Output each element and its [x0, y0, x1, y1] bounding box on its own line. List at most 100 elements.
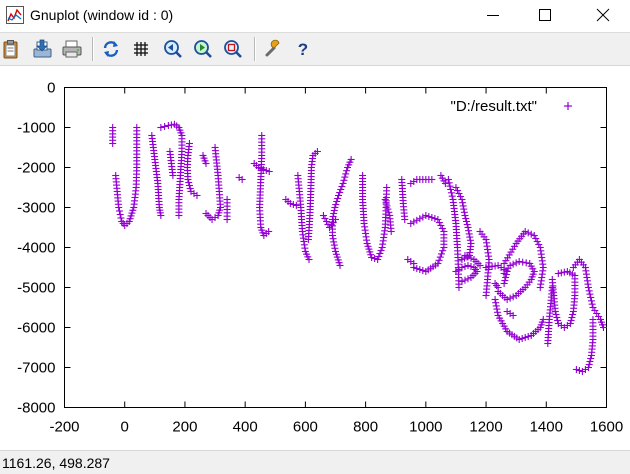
- data-point: [331, 204, 339, 211]
- data-point: [338, 183, 346, 190]
- data-point: [584, 284, 592, 291]
- data-point: [575, 367, 583, 374]
- data-point: [515, 258, 523, 265]
- data-point: [437, 222, 445, 229]
- data-point: [169, 172, 177, 179]
- data-point: [455, 190, 463, 197]
- data-point: [464, 224, 472, 231]
- x-tick-label: 1200: [469, 419, 502, 436]
- data-point: [193, 192, 201, 199]
- data-point: [500, 270, 508, 277]
- svg-text:?: ?: [298, 40, 308, 59]
- data-point: [530, 232, 538, 239]
- data-point: [459, 202, 467, 210]
- data-point: [518, 335, 526, 342]
- data-point: [567, 317, 575, 324]
- data-point: [382, 199, 390, 207]
- data-point: [522, 259, 530, 267]
- data-point: [437, 250, 445, 258]
- data-point: [500, 280, 508, 287]
- data-point: [456, 193, 464, 200]
- data-point: [117, 214, 125, 222]
- print-preview-icon: [33, 39, 52, 58]
- close-button[interactable]: [580, 0, 626, 30]
- data-point: [452, 184, 460, 191]
- print-preview-button[interactable]: [30, 38, 52, 60]
- data-point: [544, 340, 552, 347]
- data-point: [578, 368, 586, 375]
- toolbar-separator: [254, 37, 256, 61]
- x-tick-label: 1600: [590, 419, 623, 436]
- data-point: [436, 253, 444, 261]
- title-bar: Gnuplot (window id : 0): [0, 0, 630, 32]
- y-tick-label: 0: [47, 80, 55, 97]
- data-point: [336, 189, 344, 196]
- data-point: [440, 244, 448, 251]
- minimize-button[interactable]: [470, 0, 516, 30]
- data-point: [461, 252, 469, 259]
- data-point: [438, 225, 446, 232]
- data-point: [223, 216, 231, 223]
- x-tick-label: 1000: [409, 419, 442, 436]
- data-point: [441, 180, 449, 187]
- data-point: [467, 263, 475, 270]
- data-point: [407, 220, 415, 227]
- next-zoom-button[interactable]: [192, 38, 214, 60]
- data-point: [413, 265, 421, 272]
- data-point: [503, 296, 511, 303]
- print-button[interactable]: [60, 38, 82, 60]
- data-point: [586, 290, 594, 298]
- data-point: [332, 201, 340, 208]
- data-point: [413, 216, 421, 224]
- options-button[interactable]: [262, 38, 284, 60]
- data-point: [539, 316, 547, 323]
- y-tick-label: -7000: [17, 360, 55, 377]
- data-point: [527, 230, 535, 238]
- previous-zoom-button[interactable]: [162, 38, 184, 60]
- data-point: [431, 215, 439, 222]
- data-point: [466, 236, 474, 244]
- replot-button[interactable]: [100, 38, 122, 60]
- x-tick-label: 0: [121, 419, 129, 436]
- data-point: [458, 256, 466, 263]
- data-point: [515, 336, 523, 343]
- data-point: [313, 148, 321, 155]
- data-point: [585, 361, 593, 368]
- data-point: [319, 212, 327, 219]
- data-point: [439, 247, 447, 255]
- data-point: [465, 230, 473, 238]
- data-point: [410, 260, 418, 267]
- maximize-button[interactable]: [522, 0, 568, 30]
- data-point: [292, 202, 300, 209]
- data-point: [563, 268, 571, 275]
- copy-to-clipboard-button[interactable]: [0, 38, 22, 60]
- help-button[interactable]: ?: [292, 38, 314, 60]
- data-point: [526, 260, 534, 267]
- data-point: [332, 248, 339, 255]
- data-point: [333, 198, 341, 205]
- data-point: [444, 176, 452, 183]
- data-point: [466, 233, 474, 241]
- mouse-coordinates-readout: 1161.26, 498.287: [2, 455, 110, 471]
- data-point: [519, 258, 527, 266]
- data-point: [536, 284, 544, 291]
- data-point: [492, 302, 500, 310]
- data-point: [464, 262, 472, 269]
- data-point: [428, 214, 436, 221]
- replot-icon: [103, 41, 119, 57]
- autoscale-button[interactable]: [222, 38, 244, 60]
- data-point: [368, 254, 376, 261]
- plot-frame: [64, 87, 607, 408]
- data-point: [506, 294, 514, 302]
- toggle-grid-button[interactable]: [130, 38, 152, 60]
- minimize-icon: [487, 15, 499, 16]
- data-point: [552, 311, 560, 318]
- window-title: Gnuplot (window id : 0): [30, 7, 174, 23]
- data-point: [167, 121, 175, 129]
- data-point: [467, 254, 475, 262]
- data-point: [330, 241, 338, 249]
- data-point: [568, 314, 576, 321]
- data-point: [289, 201, 297, 208]
- plot-canvas[interactable]: -200 0 200 400 600 800 1000 1200 1400 1600 0 -1000-…: [0, 66, 630, 450]
- data-point: [202, 210, 210, 217]
